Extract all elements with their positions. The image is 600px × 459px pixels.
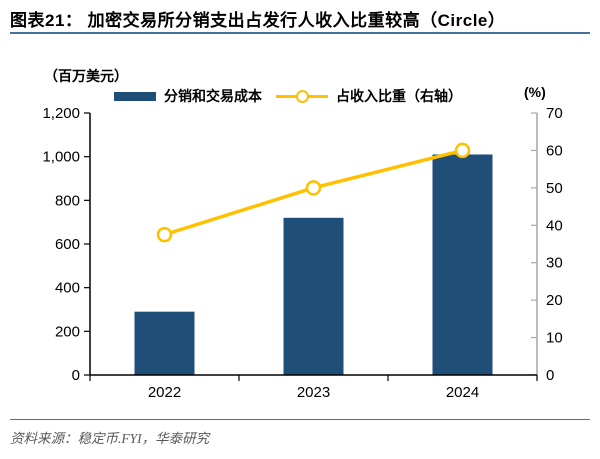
left-axis-tick-label: 400	[55, 280, 80, 297]
figure-title: 图表21： 加密交易所分销支出占发行人收入比重较高（Circle）	[10, 11, 506, 30]
left-axis-tick-label: 800	[55, 192, 80, 209]
x-axis-label-2022: 2022	[148, 384, 181, 401]
left-axis-tick-label: 0	[72, 367, 80, 384]
line-marker-2023	[305, 180, 322, 196]
legend-bar-label: 分销和交易成本	[164, 88, 262, 104]
line-marker-2022	[156, 226, 173, 243]
legend-bar-swatch	[114, 91, 156, 101]
right-axis-tick-label: 40	[546, 217, 563, 234]
right-axis-tick-label: 30	[546, 255, 563, 272]
right-axis-tick-label: 70	[546, 105, 563, 122]
bar-2024	[432, 154, 493, 375]
bar-2022	[134, 311, 195, 375]
right-axis-tick-label: 50	[546, 180, 563, 197]
left-axis-unit-label: （百万美元）	[44, 68, 128, 84]
legend-line-marker-icon	[296, 90, 309, 103]
bar-2023	[283, 217, 344, 375]
legend-line-swatch	[276, 89, 328, 103]
left-axis-tick-label: 1,200	[42, 105, 80, 122]
chart-legend: 分销和交易成本 占收入比重（右轴）	[114, 88, 462, 104]
footer-rule	[10, 419, 590, 420]
right-axis-unit-label: (%)	[524, 84, 546, 100]
source-note: 资料来源：稳定币.FYI，华泰研究	[10, 431, 210, 446]
right-axis-tick-label: 60	[546, 142, 563, 159]
left-axis-tick-label: 200	[55, 323, 80, 340]
title-rule	[10, 32, 590, 34]
left-axis-tick-label: 1,000	[42, 149, 80, 166]
right-axis-tick-label: 10	[546, 330, 563, 347]
right-axis-tick-label: 0	[546, 367, 554, 384]
x-axis-label-2024: 2024	[446, 384, 479, 401]
line-marker-2024	[454, 142, 471, 159]
legend-line-label: 占收入比重（右轴）	[336, 88, 462, 104]
right-axis-tick-label: 20	[546, 292, 563, 309]
x-axis-label-2023: 2023	[297, 384, 330, 401]
left-axis-tick-label: 600	[55, 236, 80, 253]
